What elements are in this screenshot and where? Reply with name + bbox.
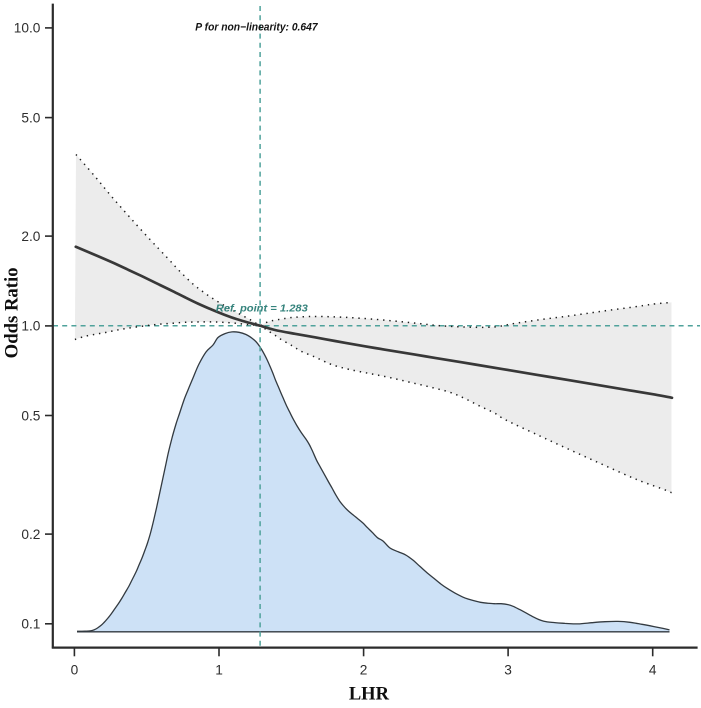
svg-text:0.5: 0.5: [21, 408, 40, 423]
svg-text:P for non−linearity: 0.647: P for non−linearity: 0.647: [195, 22, 318, 34]
svg-text:2.0: 2.0: [21, 229, 40, 244]
svg-text:0: 0: [71, 663, 79, 678]
svg-text:10.0: 10.0: [14, 21, 41, 36]
svg-text:0.1: 0.1: [21, 617, 40, 632]
svg-text:4: 4: [649, 663, 657, 678]
svg-text:Ref. point = 1.283: Ref. point = 1.283: [216, 303, 308, 314]
svg-text:2: 2: [360, 663, 368, 678]
svg-text:1: 1: [215, 663, 223, 678]
svg-text:5.0: 5.0: [21, 110, 40, 125]
svg-text:0.2: 0.2: [21, 527, 40, 542]
svg-text:LHR: LHR: [349, 684, 390, 703]
svg-text:3: 3: [504, 663, 512, 678]
svg-text:Odds Ratio: Odds Ratio: [2, 267, 23, 358]
svg-text:1.0: 1.0: [21, 319, 40, 334]
